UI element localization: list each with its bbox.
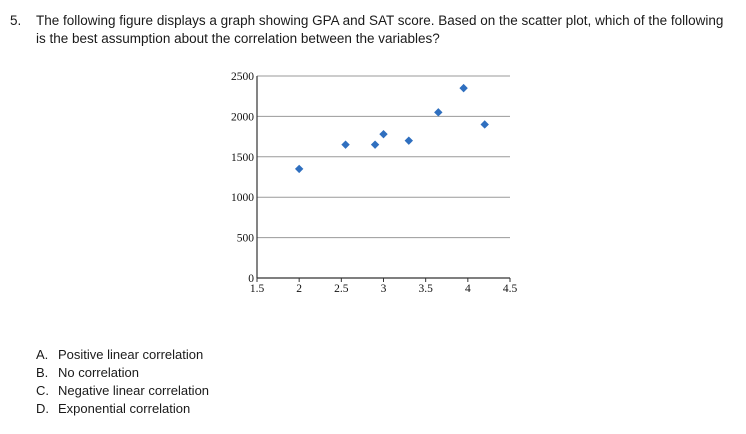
choice-a[interactable]: A. Positive linear correlation	[36, 346, 209, 364]
choice-c[interactable]: C. Negative linear correlation	[36, 382, 209, 400]
data-point	[379, 129, 388, 139]
y-tick-label: 0	[248, 273, 254, 285]
data-points	[294, 83, 489, 174]
gridlines	[256, 75, 511, 282]
y-tick-label: 1000	[231, 192, 254, 204]
question-text: The following figure displays a graph sh…	[36, 13, 724, 46]
x-tick-label: 4	[465, 283, 471, 295]
choice-d[interactable]: D. Exponential correlation	[36, 400, 209, 418]
x-tick-labels: 1.5 2 2.5 3 3.5 4 4.5	[250, 283, 518, 295]
choice-text: Exponential correlation	[58, 401, 191, 416]
x-tick-label: 4.5	[503, 283, 518, 295]
data-point	[459, 83, 468, 93]
data-point	[480, 120, 489, 129]
choice-text: Positive linear correlation	[58, 347, 204, 362]
choice-letter: A.	[36, 347, 49, 362]
x-tick-label: 3	[381, 283, 387, 295]
choice-letter: D.	[36, 401, 49, 416]
data-point	[294, 164, 304, 174]
y-tick-label: 2500	[231, 71, 254, 83]
y-tick-label: 1500	[231, 152, 254, 164]
question-number: 5.	[10, 13, 22, 28]
scatter-plot: 0 500 1000 1500 2000 2500 1.5 2 2.5 3 3.5 4 4.5	[231, 71, 518, 295]
x-tick-label: 2	[296, 283, 302, 295]
data-point	[370, 140, 380, 149]
choice-b[interactable]: B. No correlation	[36, 364, 209, 382]
choice-text: Negative linear correlation	[58, 383, 210, 398]
answer-choices: A. Positive linear correlation B. No corre…	[36, 346, 209, 418]
data-point	[404, 136, 413, 145]
choice-text: No correlation	[58, 365, 139, 380]
y-tick-label: 2000	[231, 111, 254, 123]
y-tick-labels: 0 500 1000 1500 2000 2500	[231, 71, 254, 285]
data-point	[434, 108, 443, 117]
choice-letter: C.	[36, 383, 49, 398]
x-tick-label: 1.5	[250, 283, 265, 295]
data-point	[341, 140, 350, 149]
x-tick-label: 3.5	[418, 283, 433, 295]
choice-letter: B.	[36, 365, 49, 380]
x-tick-label: 2.5	[334, 283, 349, 295]
y-tick-label: 500	[237, 233, 255, 245]
